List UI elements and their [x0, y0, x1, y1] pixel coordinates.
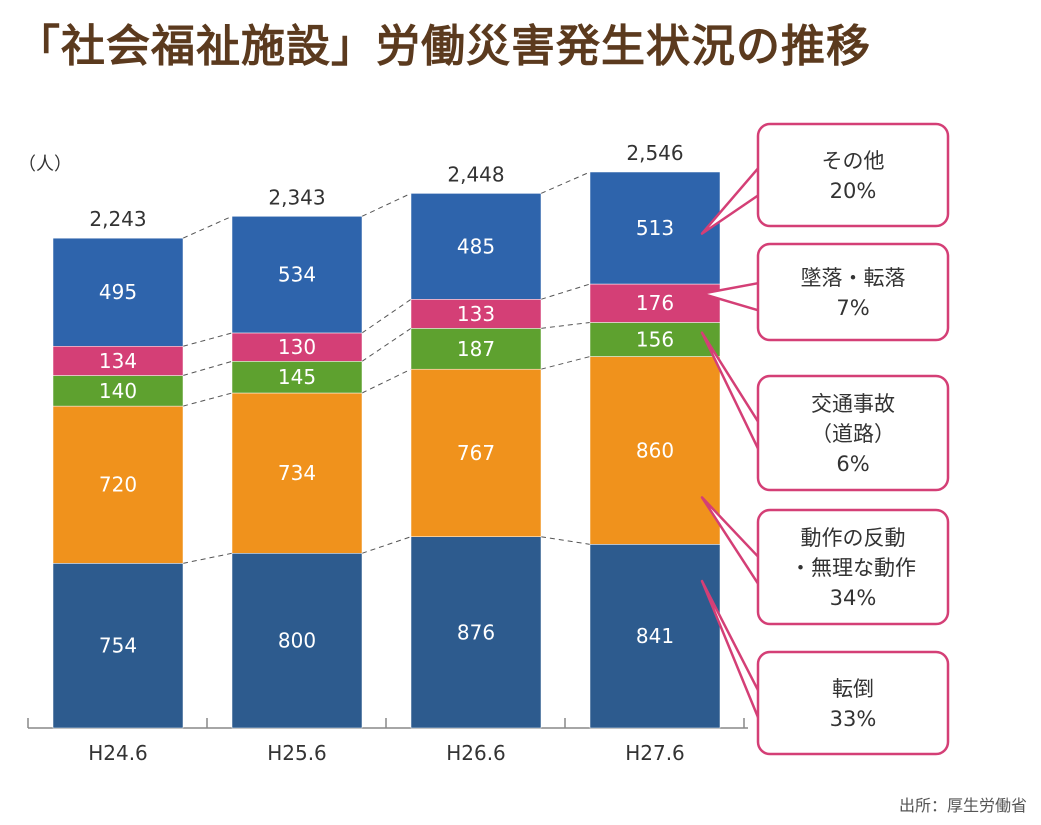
bar-segment	[231, 216, 363, 334]
bar-total-label: 2,243	[89, 207, 146, 231]
bar-total-label: 2,448	[447, 162, 504, 186]
callout-label: 33%	[830, 707, 877, 731]
connector-line	[182, 552, 233, 564]
bar-value-label: 860	[636, 438, 674, 462]
connector-line	[540, 171, 591, 194]
x-tick-label: H27.6	[625, 741, 685, 765]
callout-seam	[759, 559, 764, 586]
connector-line	[540, 283, 591, 300]
bar-segment	[410, 299, 542, 329]
bar-total-label: 2,546	[626, 141, 683, 165]
bar-segment	[52, 375, 184, 407]
connector-line	[361, 192, 412, 217]
callout-box	[756, 242, 950, 342]
callout-seam	[759, 167, 764, 194]
callout-label: 20%	[830, 179, 877, 203]
connector-line	[361, 368, 412, 394]
bar-value-label: 134	[99, 349, 137, 373]
callout-label: 6%	[836, 452, 869, 476]
bar-segment	[52, 237, 184, 347]
connector-line	[361, 327, 412, 362]
bar-value-label: 734	[278, 461, 316, 485]
x-tick-label: H25.6	[267, 741, 327, 765]
bar-value-label: 841	[636, 624, 674, 648]
bar-segment	[52, 405, 184, 564]
bar-segment	[589, 544, 721, 729]
bar-value-label: 176	[636, 291, 674, 315]
connector-line	[182, 392, 233, 407]
bar-value-label: 800	[278, 629, 316, 653]
bar-segment	[410, 536, 542, 729]
bar-value-label: 130	[278, 335, 316, 359]
callout-label: 交通事故	[811, 392, 895, 416]
connector-line	[540, 321, 591, 329]
callout-label: （道路）	[811, 422, 895, 446]
connector-line	[540, 356, 591, 370]
bar-segment	[231, 553, 363, 729]
x-tick-label: H26.6	[446, 741, 506, 765]
callout-pointer	[700, 496, 762, 588]
bar-segment	[410, 368, 542, 537]
connector-line	[361, 298, 412, 334]
callout-label: 動作の反動	[801, 526, 906, 550]
callout-box	[756, 650, 950, 756]
bar-value-label: 187	[457, 337, 495, 361]
callout-label: 7%	[836, 296, 869, 320]
bar-value-label: 720	[99, 473, 137, 497]
bar-segment	[589, 322, 721, 357]
bar-value-label: 513	[636, 216, 674, 240]
bar-value-label: 534	[278, 263, 316, 287]
bar-value-label: 145	[278, 365, 316, 389]
chart-title: 「社会福祉施設」労働災害発生状況の推移	[16, 21, 871, 72]
bar-total-label: 2,343	[268, 185, 325, 209]
connector-line	[540, 536, 591, 545]
bar-segment	[52, 346, 184, 376]
bar-segment	[52, 563, 184, 729]
callout-label: 墜落・転落	[801, 266, 906, 290]
bar-segment	[589, 283, 721, 323]
bar-segment	[231, 332, 363, 362]
connector-line	[182, 332, 233, 347]
callout-pointer	[700, 165, 761, 235]
bar-value-label: 140	[99, 379, 137, 403]
bar-value-label: 754	[99, 634, 137, 658]
callout-pointer	[700, 331, 762, 454]
callout-label: ・無理な動作	[790, 556, 916, 580]
callout-label: 転倒	[832, 677, 874, 701]
callout-seam	[759, 695, 764, 722]
bar-segment	[589, 171, 721, 285]
bar-value-label: 133	[457, 302, 495, 326]
bar-value-label: 767	[457, 441, 495, 465]
callout-pointer	[700, 281, 761, 312]
bar-value-label: 156	[636, 327, 674, 351]
bar-segment	[589, 356, 721, 545]
callout-box	[756, 122, 950, 228]
callout-label: その他	[822, 149, 885, 173]
callout-label: 34%	[830, 586, 877, 610]
callout-box	[756, 374, 950, 492]
bar-value-label: 485	[457, 234, 495, 258]
connector-line	[182, 360, 233, 377]
bar-segment	[231, 392, 363, 554]
bar-value-label: 876	[457, 620, 495, 644]
callout-box	[756, 508, 950, 626]
callout-seam	[759, 425, 764, 452]
callout-seam	[759, 283, 764, 310]
connector-line	[182, 215, 233, 239]
bar-segment	[410, 328, 542, 370]
x-tick-label: H24.6	[88, 741, 148, 765]
y-axis-unit-label: （人）	[18, 154, 72, 175]
connector-line	[361, 536, 412, 554]
bar-segment	[410, 193, 542, 300]
callout-pointer	[700, 579, 762, 723]
bar-value-label: 495	[99, 280, 137, 304]
source-note: 出所：厚生労働省	[898, 796, 1027, 815]
